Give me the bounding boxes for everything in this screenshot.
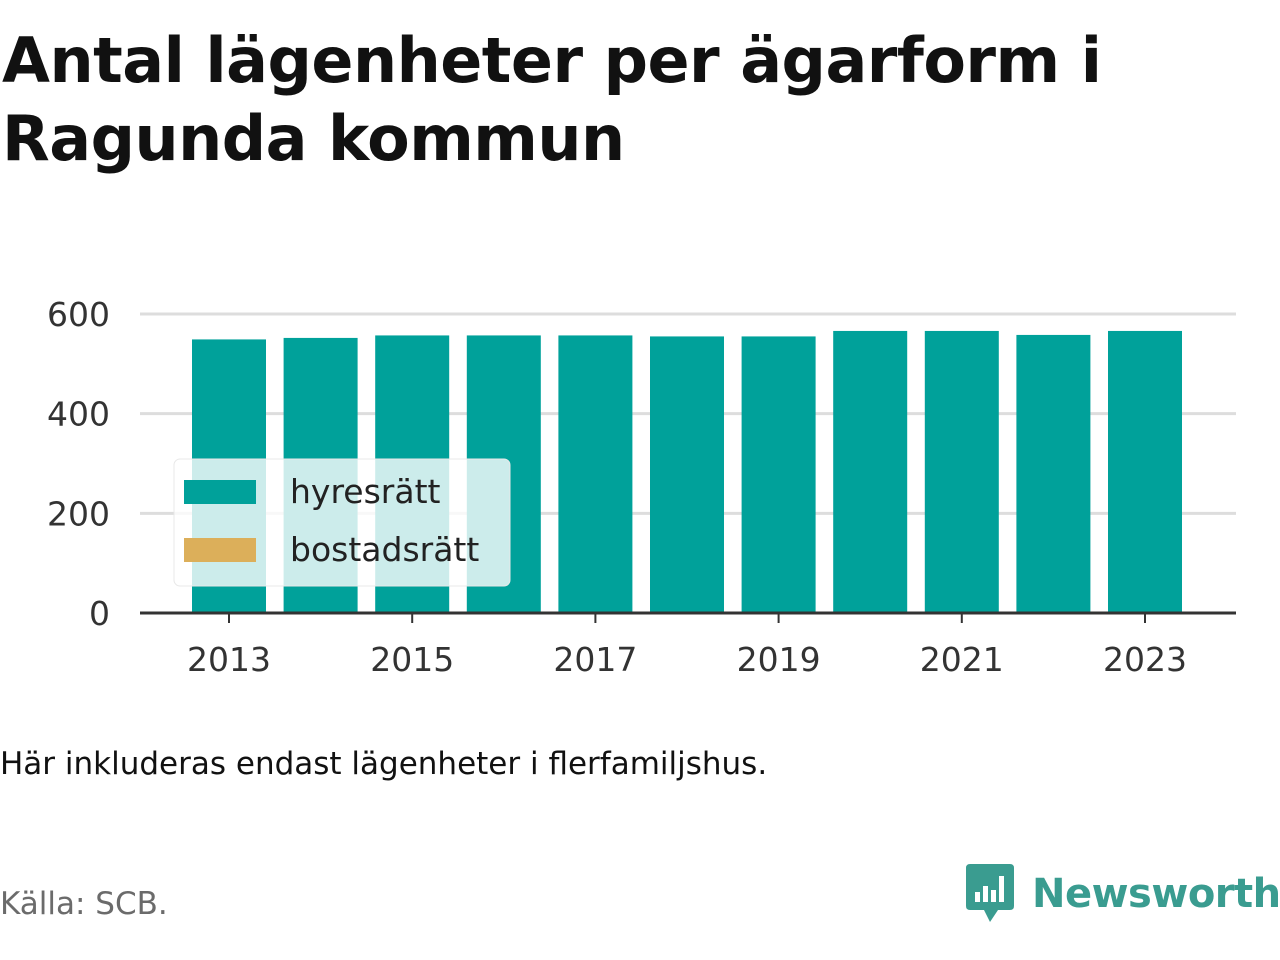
chart-note: Här inkluderas endast lägenheter i flerf… (0, 746, 768, 782)
y-tick-label: 0 (89, 594, 110, 633)
x-tick-label: 2023 (1103, 640, 1187, 679)
x-tick-label: 2017 (553, 640, 637, 679)
bar-chart: 0 200 400 600 2013 2015 2017 2019 2021 2023 hyre… (47, 295, 1236, 679)
y-tick-label: 600 (47, 295, 110, 334)
bar (650, 336, 724, 613)
legend-label: bostadsrätt (290, 530, 479, 569)
y-axis-tick-labels: 0 200 400 600 (47, 295, 110, 633)
chart-title: Antal lägenheter per ägarform i Ragunda … (2, 24, 1102, 175)
source-text: Källa: SCB. (0, 886, 168, 922)
bar (741, 336, 816, 613)
bar (924, 330, 999, 613)
legend-swatch (184, 538, 256, 562)
y-tick-label: 400 (47, 395, 110, 434)
bar (1016, 334, 1091, 613)
brand-name: Newsworthy (1032, 871, 1280, 917)
legend-label: hyresrätt (290, 472, 441, 511)
x-axis-tick-labels: 2013 2015 2017 2019 2021 2023 (187, 640, 1187, 679)
legend-swatch (184, 480, 256, 504)
brand-logo: Newsworthy (964, 862, 1280, 926)
x-tick-label: 2013 (187, 640, 271, 679)
newsworthy-logo-icon (966, 864, 1014, 922)
bar (833, 330, 908, 613)
x-axis (140, 611, 1236, 623)
legend-box (173, 458, 511, 587)
y-tick-label: 200 (47, 494, 110, 533)
legend: hyresrätt bostadsrätt (173, 458, 511, 587)
bar (558, 335, 633, 613)
x-tick-label: 2021 (920, 640, 1004, 679)
x-tick-label: 2019 (737, 640, 821, 679)
bar (1108, 330, 1182, 613)
x-tick-label: 2015 (370, 640, 454, 679)
